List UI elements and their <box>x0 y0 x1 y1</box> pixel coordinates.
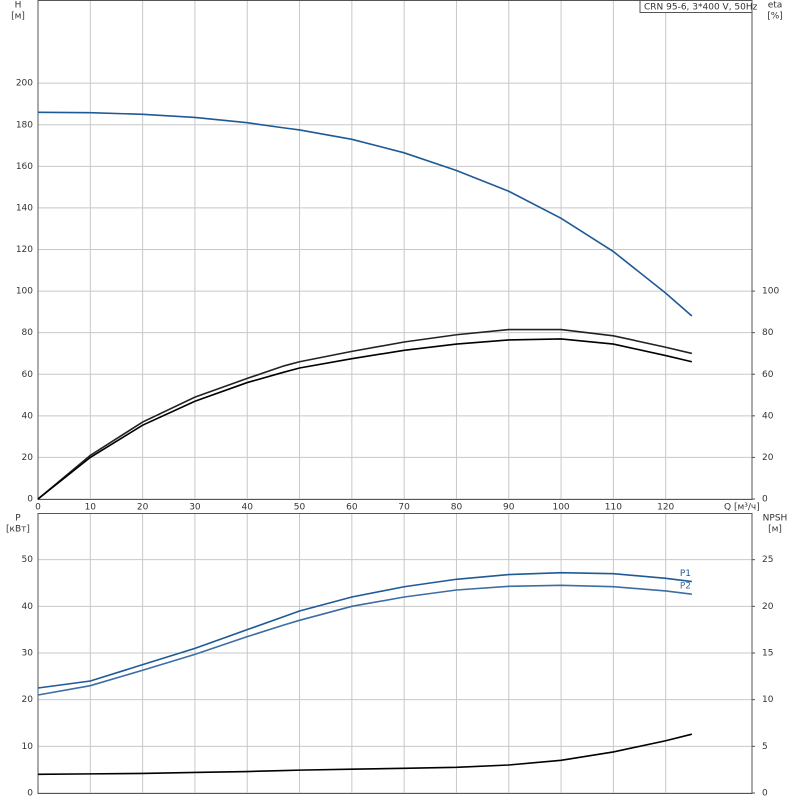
y-tick-label: 20 <box>22 695 34 705</box>
chart-title: CRN 95-6, 3*400 V, 50Hz <box>644 3 758 13</box>
plot-frame <box>37 513 753 794</box>
y2-axis-label: eta <box>768 1 783 11</box>
y2-tick-label: 20 <box>762 453 774 463</box>
y-tick-label: 60 <box>22 370 34 380</box>
plot-frame <box>37 0 753 500</box>
y2-tick-label: 15 <box>762 649 773 659</box>
y2-axis-label: NPSH <box>763 514 788 524</box>
x-axis-label: Q [м³/ч] <box>724 503 760 513</box>
title-box <box>639 0 753 13</box>
series-line <box>37 733 693 776</box>
y-tick-label: 180 <box>16 120 33 130</box>
y2-tick-label: 5 <box>762 742 768 752</box>
y2-tick-label: 25 <box>762 555 773 565</box>
x-tick-label: 50 <box>294 503 306 513</box>
y2-tick-label: 20 <box>762 602 774 612</box>
y2-tick-label: 0 <box>762 495 768 505</box>
x-tick-label: 30 <box>189 503 201 513</box>
x-tick-label: 10 <box>85 503 97 513</box>
y2-tick-label: 60 <box>762 370 774 380</box>
x-tick-label: 40 <box>242 503 254 513</box>
y2-axis-unit: [м] <box>768 525 782 535</box>
y2-tick-label: 40 <box>762 411 774 421</box>
y-tick-label: 80 <box>22 328 34 338</box>
y-tick-label: 140 <box>16 203 33 213</box>
series-line <box>37 584 692 696</box>
y-tick-label: 20 <box>22 453 34 463</box>
y-tick-label: 0 <box>27 789 33 799</box>
y-tick-label: 120 <box>16 245 33 255</box>
y-tick-label: 160 <box>16 162 33 172</box>
x-tick-label: 90 <box>503 503 515 513</box>
x-tick-label: 70 <box>398 503 410 513</box>
y-tick-label: 0 <box>27 495 33 505</box>
x-tick-label: 120 <box>657 503 674 513</box>
y2-tick-label: 0 <box>762 789 768 799</box>
series-line <box>37 111 693 317</box>
series-line <box>37 571 692 689</box>
y-tick-label: 10 <box>22 742 34 752</box>
x-tick-label: 60 <box>346 503 358 513</box>
series-line <box>37 328 693 500</box>
x-tick-label: 110 <box>605 503 622 513</box>
x-tick-label: 20 <box>137 503 149 513</box>
x-tick-label: 100 <box>552 503 569 513</box>
x-tick-label: 0 <box>35 503 41 513</box>
y-tick-label: 200 <box>16 79 33 89</box>
series-label: P1 <box>680 569 691 579</box>
y-axis-label: P <box>15 514 21 524</box>
y-axis-unit: [м] <box>11 12 25 22</box>
y2-tick-label: 80 <box>762 328 774 338</box>
y-tick-label: 50 <box>22 555 34 565</box>
y2-tick-label: 100 <box>762 287 779 297</box>
series-line <box>37 338 693 500</box>
y-tick-label: 30 <box>22 649 34 659</box>
y-axis-unit: [кВт] <box>6 525 30 535</box>
y2-axis-unit: [%] <box>767 12 783 22</box>
y2-tick-label: 10 <box>762 695 774 705</box>
y-axis-label: H <box>15 1 22 11</box>
y-tick-label: 100 <box>16 287 33 297</box>
y-tick-label: 40 <box>22 602 34 612</box>
x-tick-label: 80 <box>451 503 463 513</box>
series-label: P2 <box>680 582 691 592</box>
y-tick-label: 40 <box>22 411 34 421</box>
